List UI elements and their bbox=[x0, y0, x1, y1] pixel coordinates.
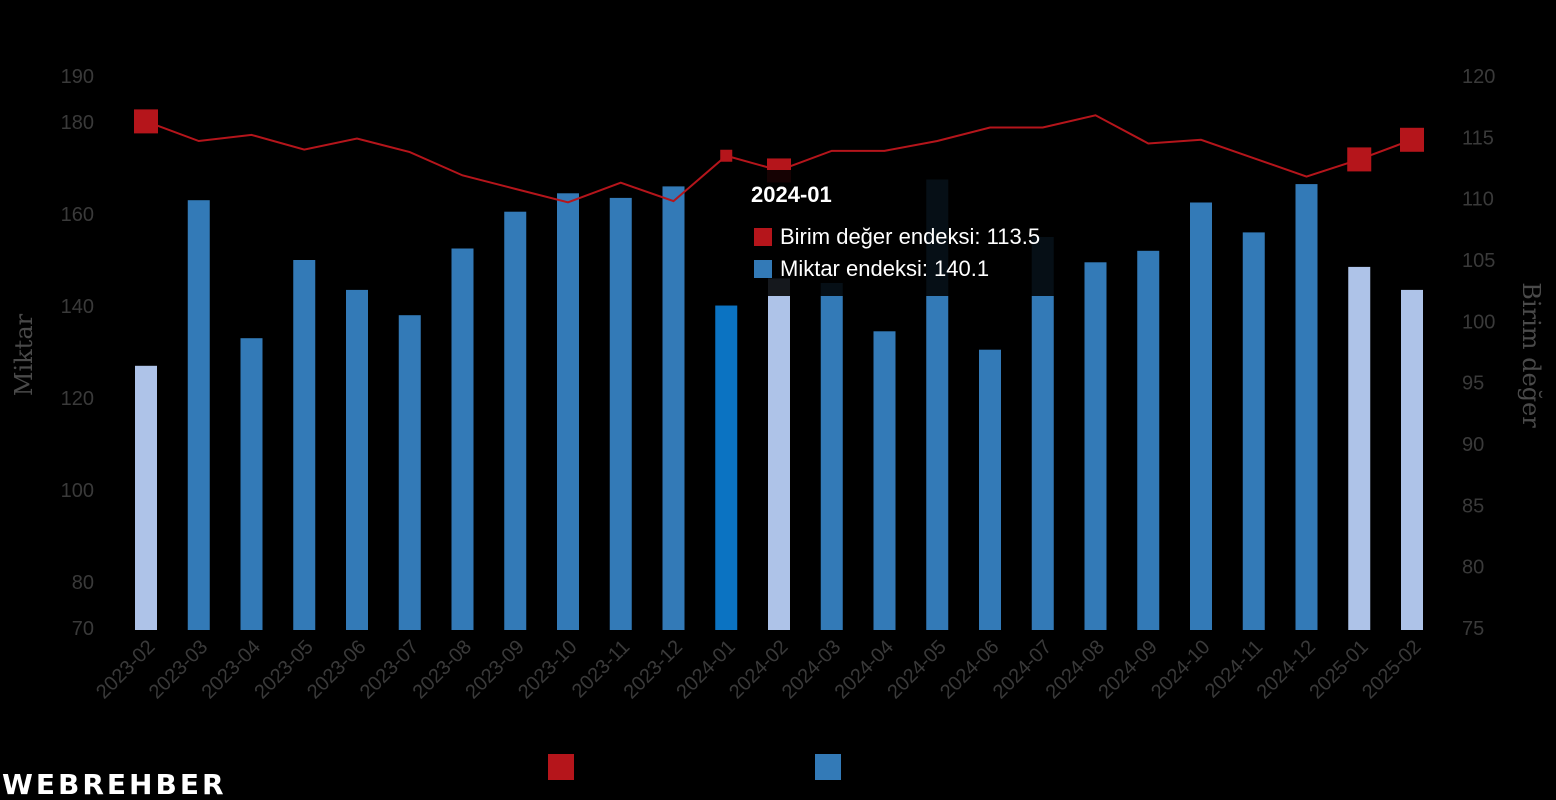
tooltip-bar-row: Miktar endeksi: 140.1 bbox=[754, 256, 989, 282]
legend-item-line[interactable] bbox=[548, 754, 584, 780]
line-point-2023-02[interactable] bbox=[134, 109, 158, 134]
bar-2023-11[interactable] bbox=[609, 197, 632, 630]
left-tick-label: 180 bbox=[61, 112, 94, 134]
line-point-2025-02[interactable] bbox=[1400, 127, 1424, 152]
right-axis: 75 80 85 90 95 100 105 110 115 120 bbox=[1462, 66, 1495, 640]
right-tick-label: 115 bbox=[1462, 127, 1494, 149]
right-tick-label: 100 bbox=[1462, 311, 1495, 333]
bar-2024-12[interactable] bbox=[1295, 184, 1318, 630]
left-tick-label: 190 bbox=[61, 66, 94, 88]
left-tick-label: 120 bbox=[61, 388, 94, 410]
bar-2023-05[interactable] bbox=[293, 260, 316, 630]
right-tick-label: 105 bbox=[1462, 250, 1495, 272]
x-axis: 2023-022023-032023-042023-052023-062023-… bbox=[92, 636, 1425, 703]
bar-2023-08[interactable] bbox=[451, 248, 474, 631]
bar-2024-04[interactable] bbox=[873, 331, 896, 630]
line-point-2024-01[interactable] bbox=[720, 149, 733, 162]
legend-bar-swatch-icon bbox=[815, 754, 841, 780]
bar-2025-01[interactable] bbox=[1348, 266, 1371, 630]
tooltip-title: 2024-01 bbox=[751, 182, 832, 207]
right-axis-title: Birim değer bbox=[1517, 282, 1545, 428]
left-axis: 70 80 100 120 140 160 180 190 bbox=[61, 66, 94, 640]
bar-2024-09[interactable] bbox=[1137, 250, 1160, 631]
bar-2023-12[interactable] bbox=[662, 186, 685, 630]
right-tick-label: 90 bbox=[1462, 434, 1484, 456]
line-swatch-icon bbox=[754, 228, 772, 246]
bar-2025-02[interactable] bbox=[1401, 289, 1423, 630]
left-axis-title: Miktar bbox=[10, 313, 38, 396]
bar-2024-10[interactable] bbox=[1190, 202, 1212, 631]
right-tick-label: 80 bbox=[1462, 557, 1484, 579]
right-tick-label: 85 bbox=[1462, 495, 1484, 517]
bar-2023-03[interactable] bbox=[187, 200, 210, 630]
bar-2024-03[interactable] bbox=[820, 283, 843, 630]
bar-2023-09[interactable] bbox=[504, 211, 527, 630]
tooltip-line-row: Birim değer endeksi: 113.5 bbox=[754, 224, 1040, 250]
bar-2024-01[interactable] bbox=[715, 305, 738, 630]
bar-2023-04[interactable] bbox=[240, 338, 263, 630]
chart-tooltip: 2024-01 Birim değer endeksi: 113.5 Mikta… bbox=[738, 170, 1078, 296]
right-tick-label: 75 bbox=[1462, 618, 1484, 640]
right-tick-label: 95 bbox=[1462, 373, 1484, 395]
brand-logo: WEBREHBER bbox=[2, 768, 227, 800]
legend-item-bar[interactable] bbox=[815, 754, 851, 780]
bar-2024-02[interactable] bbox=[768, 278, 790, 630]
right-tick-label: 120 bbox=[1462, 66, 1495, 88]
left-tick-label: 70 bbox=[72, 618, 94, 640]
chart-legend bbox=[0, 754, 1556, 782]
bar-2023-10[interactable] bbox=[557, 193, 579, 631]
x-tick-label: 2024-10 bbox=[1147, 636, 1214, 703]
bar-2024-08[interactable] bbox=[1084, 262, 1107, 630]
bar-swatch-icon bbox=[754, 260, 772, 278]
bar-2024-06[interactable] bbox=[979, 349, 1001, 630]
left-tick-label: 140 bbox=[61, 296, 94, 318]
bar-2024-07[interactable] bbox=[1031, 237, 1054, 630]
bar-2023-06[interactable] bbox=[346, 289, 368, 630]
x-tick-label: 2023-10 bbox=[514, 636, 581, 703]
tooltip-line-label: Birim değer endeksi: 113.5 bbox=[780, 224, 1041, 249]
tooltip-bar-label: Miktar endeksi: 140.1 bbox=[780, 256, 990, 281]
bar-2023-02[interactable] bbox=[135, 365, 157, 630]
bar-2024-11[interactable] bbox=[1242, 232, 1265, 630]
right-tick-label: 110 bbox=[1462, 189, 1494, 211]
line-point-2025-01[interactable] bbox=[1347, 147, 1372, 172]
bar-series bbox=[135, 179, 1423, 631]
left-tick-label: 80 bbox=[72, 572, 94, 594]
bar-2023-07[interactable] bbox=[398, 315, 421, 630]
left-tick-label: 100 bbox=[61, 480, 94, 502]
legend-line-swatch-icon bbox=[548, 754, 574, 780]
x-tick-label: 2025-02 bbox=[1358, 636, 1425, 703]
left-tick-label: 160 bbox=[61, 204, 94, 226]
